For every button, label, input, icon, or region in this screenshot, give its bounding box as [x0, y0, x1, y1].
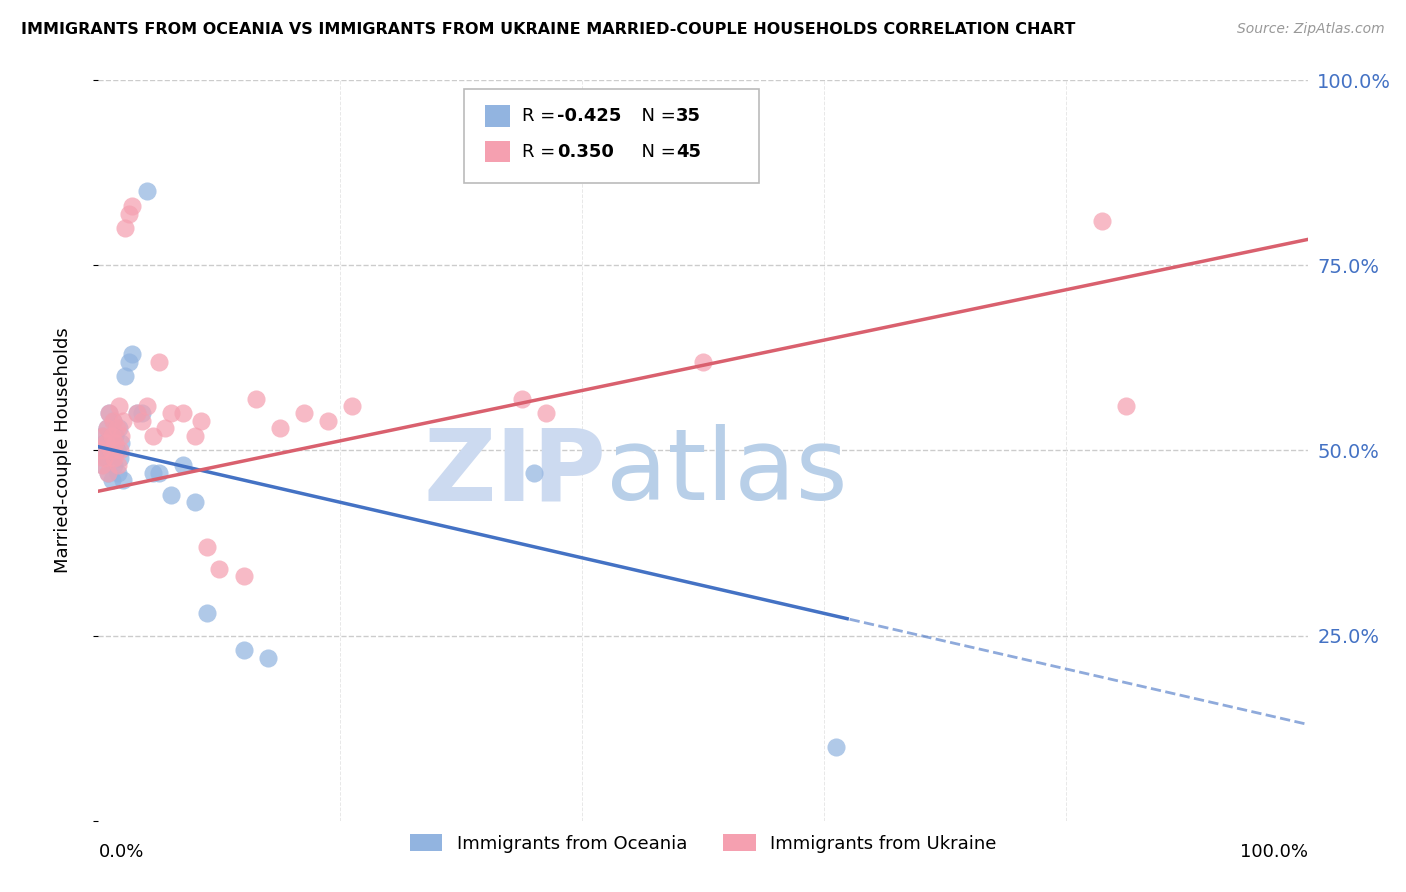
Point [94, 436, 117, 450]
Point [121, 347, 143, 361]
Point [269, 421, 291, 435]
Point [118, 354, 141, 368]
Point [111, 414, 134, 428]
Point [190, 414, 212, 428]
Point [316, 414, 339, 428]
Point [100, 443, 122, 458]
Point [103, 450, 125, 465]
Point [1115, 399, 1137, 413]
Point [127, 407, 149, 421]
Point [184, 495, 207, 509]
Point [105, 421, 128, 435]
Point [148, 466, 170, 480]
Point [108, 399, 131, 413]
Point [160, 488, 183, 502]
Text: IMMIGRANTS FROM OCEANIA VS IMMIGRANTS FROM UKRAINE MARRIED-COUPLE HOUSEHOLDS COR: IMMIGRANTS FROM OCEANIA VS IMMIGRANTS FR… [21, 22, 1076, 37]
Point [292, 407, 315, 421]
Text: 35: 35 [676, 107, 702, 125]
Point [107, 466, 129, 480]
Point [692, 354, 714, 368]
Point [101, 414, 124, 428]
Point [256, 650, 278, 665]
Text: N =: N = [630, 107, 682, 125]
Point [91, 458, 114, 473]
Legend: Immigrants from Oceania, Immigrants from Ukraine: Immigrants from Oceania, Immigrants from… [402, 827, 1004, 860]
Point [142, 466, 165, 480]
Point [160, 407, 183, 421]
Point [98, 407, 121, 421]
Point [104, 436, 127, 450]
Text: Source: ZipAtlas.com: Source: ZipAtlas.com [1237, 22, 1385, 37]
Text: R =: R = [522, 107, 561, 125]
Point [118, 206, 141, 220]
Text: N =: N = [630, 143, 682, 161]
Point [131, 407, 153, 421]
Point [184, 428, 207, 442]
Point [110, 436, 132, 450]
Point [172, 458, 194, 473]
Point [110, 428, 132, 442]
Point [97, 466, 120, 480]
Point [534, 407, 557, 421]
Point [114, 369, 136, 384]
Point [148, 354, 170, 368]
Point [131, 414, 153, 428]
Point [105, 443, 128, 458]
Point [121, 199, 143, 213]
Point [114, 221, 136, 235]
Point [98, 407, 121, 421]
Point [107, 458, 129, 473]
Point [91, 428, 114, 442]
Text: 45: 45 [676, 143, 702, 161]
Text: -0.425: -0.425 [557, 107, 621, 125]
Point [111, 473, 134, 487]
Point [232, 643, 254, 657]
Point [232, 569, 254, 583]
Text: ZIP: ZIP [423, 425, 606, 521]
Point [91, 428, 114, 442]
Y-axis label: Married-couple Households: Married-couple Households [53, 327, 72, 574]
Point [100, 428, 122, 442]
Text: 100.0%: 100.0% [1240, 843, 1308, 861]
Point [93, 450, 115, 465]
Point [108, 443, 131, 458]
Text: 0.0%: 0.0% [98, 843, 143, 861]
Point [94, 450, 117, 465]
Point [96, 421, 118, 435]
Point [208, 562, 231, 576]
Point [523, 466, 546, 480]
Point [90, 443, 112, 458]
Point [172, 407, 194, 421]
Point [142, 428, 165, 442]
Text: 0.350: 0.350 [557, 143, 613, 161]
Point [91, 458, 114, 473]
Point [135, 399, 157, 413]
Point [90, 443, 112, 458]
Point [195, 540, 218, 554]
Point [100, 443, 122, 458]
Text: atlas: atlas [606, 425, 848, 521]
Point [100, 473, 122, 487]
Point [103, 458, 125, 473]
Point [195, 607, 218, 621]
Point [510, 392, 533, 406]
Point [108, 450, 131, 465]
Point [245, 392, 267, 406]
Point [342, 399, 364, 413]
Point [101, 414, 124, 428]
Point [93, 436, 115, 450]
Point [97, 466, 120, 480]
Point [1091, 214, 1114, 228]
Point [104, 428, 127, 442]
Point [127, 407, 149, 421]
Text: R =: R = [522, 143, 567, 161]
Point [96, 421, 118, 435]
Point [135, 184, 157, 198]
Point [108, 421, 131, 435]
Point [153, 421, 176, 435]
Point [825, 739, 848, 754]
